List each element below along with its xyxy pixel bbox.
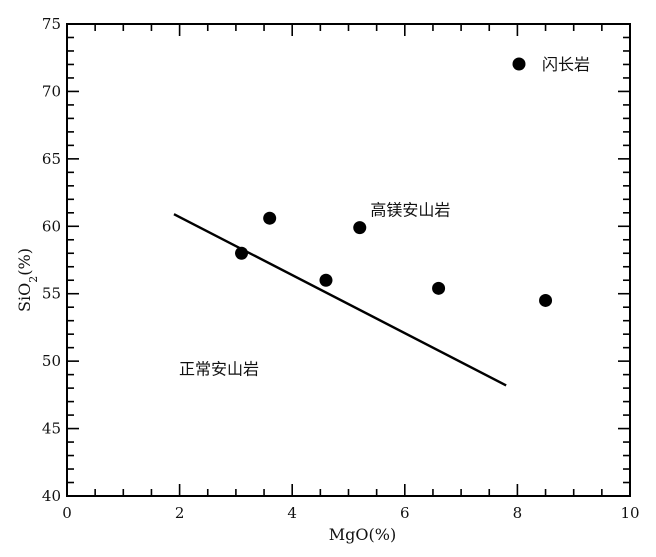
- ticks: 0 2 4 6 8 10 40 45 50 55 60 65 70 75: [42, 15, 640, 522]
- y-tick-label: 70: [42, 82, 61, 100]
- data-point: [319, 273, 333, 287]
- x-tick-label: 0: [62, 504, 72, 522]
- y-tick-label: 60: [42, 217, 61, 235]
- axes: [66, 23, 631, 497]
- y-tick-label: 40: [42, 487, 61, 505]
- x-tick-label: 4: [287, 504, 297, 522]
- plot-frame: [66, 23, 631, 497]
- y-tick-label: 55: [42, 285, 61, 303]
- x-tick-label: 2: [175, 504, 185, 522]
- legend: 闪长岩: [512, 55, 590, 74]
- data-point: [263, 211, 277, 225]
- x-axis-title: MgO(%): [329, 525, 396, 544]
- region-label: 高镁安山岩: [370, 200, 450, 219]
- y-tick-label: 65: [42, 150, 61, 168]
- x-tick-label: 10: [620, 504, 639, 522]
- region-label: 正常安山岩: [179, 360, 259, 379]
- data-points: [235, 211, 553, 307]
- data-point: [432, 281, 446, 295]
- y-tick-label: 50: [42, 352, 61, 370]
- x-tick-label: 6: [400, 504, 410, 522]
- legend-label: 闪长岩: [542, 55, 590, 74]
- x-tick-label: 8: [513, 504, 523, 522]
- legend-marker: [512, 57, 526, 71]
- data-point: [539, 293, 553, 307]
- data-point: [353, 221, 367, 235]
- boundary-layer: [173, 213, 507, 387]
- y-tick-label: 75: [42, 15, 61, 33]
- boundary-line: [173, 213, 507, 387]
- y-tick-label: 45: [42, 420, 61, 438]
- data-point: [235, 246, 249, 260]
- y-axis-title: SiO2(%): [15, 248, 40, 312]
